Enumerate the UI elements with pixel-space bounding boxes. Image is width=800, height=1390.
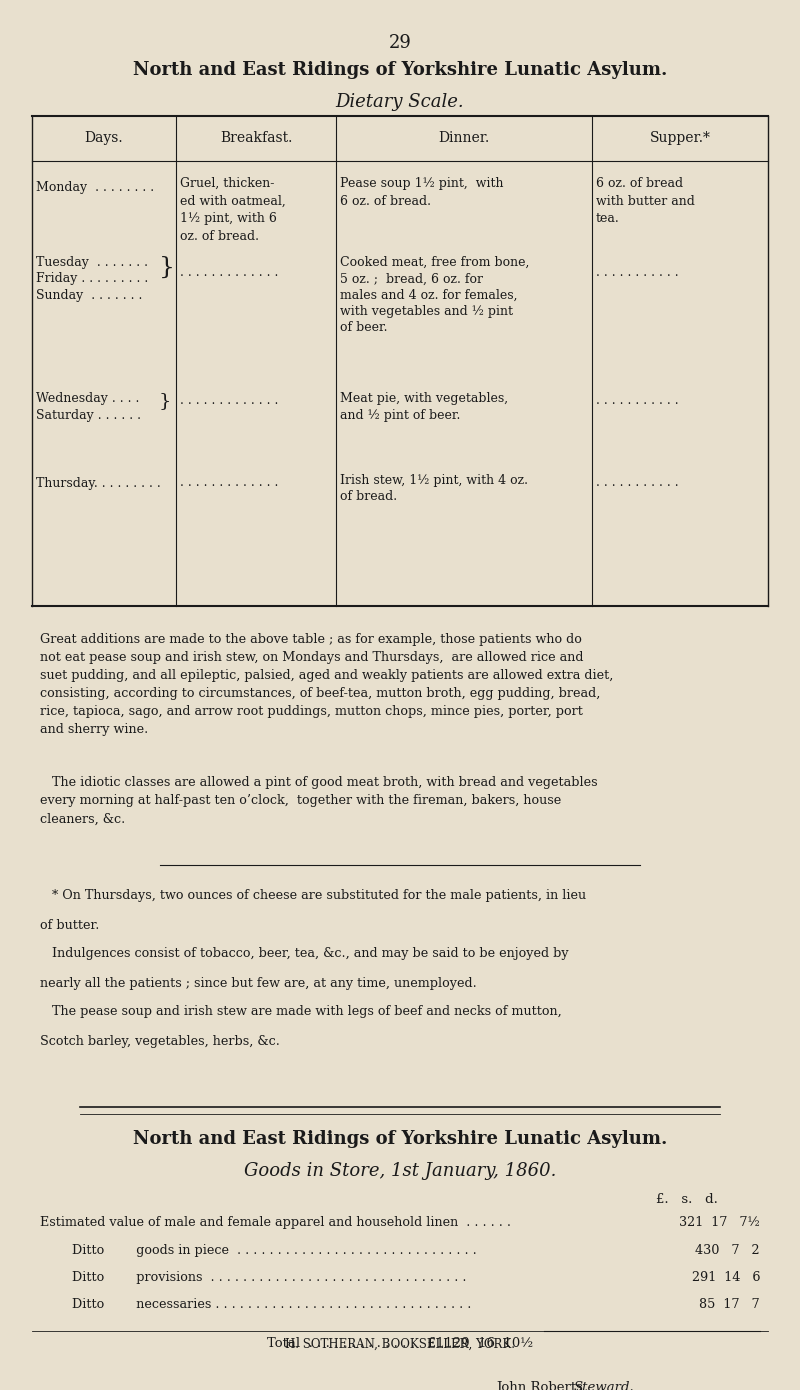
Text: North and East Ridings of Yorkshire Lunatic Asylum.: North and East Ridings of Yorkshire Luna…: [133, 1130, 667, 1148]
Text: 6 oz. of bread.: 6 oz. of bread.: [340, 195, 431, 207]
Text: ed with oatmeal,: ed with oatmeal,: [180, 195, 286, 207]
Text: Goods in Store, 1st January, 1860.: Goods in Store, 1st January, 1860.: [244, 1162, 556, 1180]
Text: Friday . . . . . . . . .: Friday . . . . . . . . .: [36, 272, 148, 285]
Text: males and 4 oz. for females,: males and 4 oz. for females,: [340, 289, 518, 302]
Text: £.   s.   d.: £. s. d.: [656, 1193, 718, 1207]
Text: The pease soup and irish stew are made with legs of beef and necks of mutton,: The pease soup and irish stew are made w…: [40, 1005, 562, 1017]
Text: Steward.: Steward.: [574, 1382, 634, 1390]
Text: oz. of bread.: oz. of bread.: [180, 231, 259, 243]
Text: 321  17   7½: 321 17 7½: [679, 1216, 760, 1229]
Text: }: }: [158, 256, 174, 279]
Text: . . . . . . . . . . .: . . . . . . . . . . .: [596, 475, 678, 489]
Text: Dinner.: Dinner.: [438, 131, 490, 145]
Text: Tuesday  . . . . . . .: Tuesday . . . . . . .: [36, 256, 148, 270]
Text: tea.: tea.: [596, 213, 620, 225]
Text: Saturday . . . . . .: Saturday . . . . . .: [36, 409, 141, 421]
Text: John Roberts,: John Roberts,: [496, 1382, 591, 1390]
Text: 291  14   6: 291 14 6: [691, 1270, 760, 1284]
Text: with butter and: with butter and: [596, 195, 695, 207]
Text: Gruel, thicken-: Gruel, thicken-: [180, 177, 274, 190]
Text: Ditto        provisions  . . . . . . . . . . . . . . . . . . . . . . . . . . . .: Ditto provisions . . . . . . . . . . . .…: [40, 1270, 466, 1284]
Text: 85  17   7: 85 17 7: [691, 1298, 760, 1311]
Text: Sunday  . . . . . . .: Sunday . . . . . . .: [36, 289, 142, 302]
Text: Pease soup 1½ pint,  with: Pease soup 1½ pint, with: [340, 177, 503, 190]
Text: Supper.*: Supper.*: [650, 131, 710, 145]
Text: Breakfast.: Breakfast.: [220, 131, 292, 145]
Text: Thursday. . . . . . . . .: Thursday. . . . . . . . .: [36, 477, 161, 489]
Text: Monday  . . . . . . . .: Monday . . . . . . . .: [36, 181, 154, 195]
Text: Dietary Scale.: Dietary Scale.: [336, 93, 464, 111]
Text: Ditto        goods in piece  . . . . . . . . . . . . . . . . . . . . . . . . . .: Ditto goods in piece . . . . . . . . . .…: [40, 1244, 477, 1257]
Text: Meat pie, with vegetables,: Meat pie, with vegetables,: [340, 392, 508, 406]
Text: Ditto        necessaries . . . . . . . . . . . . . . . . . . . . . . . . . . . .: Ditto necessaries . . . . . . . . . . . …: [40, 1298, 471, 1311]
Text: Scotch barley, vegetables, herbs, &c.: Scotch barley, vegetables, herbs, &c.: [40, 1036, 280, 1048]
Text: The idiotic classes are allowed a pint of good meat broth, with bread and vegeta: The idiotic classes are allowed a pint o…: [40, 777, 598, 826]
Text: . . . . . . . . . . . . .: . . . . . . . . . . . . .: [180, 393, 278, 407]
Text: of butter.: of butter.: [40, 919, 99, 933]
Text: 430   7   2: 430 7 2: [695, 1244, 760, 1257]
Text: 6 oz. of bread: 6 oz. of bread: [596, 177, 683, 190]
Text: Wednesday . . . .: Wednesday . . . .: [36, 392, 139, 406]
Text: 1½ pint, with 6: 1½ pint, with 6: [180, 213, 277, 225]
Text: Irish stew, 1½ pint, with 4 oz.: Irish stew, 1½ pint, with 4 oz.: [340, 474, 528, 486]
Text: }: }: [158, 392, 170, 410]
Text: 5 oz. ;  bread, 6 oz. for: 5 oz. ; bread, 6 oz. for: [340, 272, 483, 285]
Text: Indulgences consist of tobacco, beer, tea, &c., and may be said to be enjoyed by: Indulgences consist of tobacco, beer, te…: [40, 947, 569, 959]
Text: . . . . . . . . . . . . .: . . . . . . . . . . . . .: [180, 475, 278, 489]
Text: . . . . . . . . . . .: . . . . . . . . . . .: [596, 393, 678, 407]
Text: . . . . . . . . . . . . .: . . . . . . . . . . . . .: [180, 265, 278, 279]
Text: nearly all the patients ; since but few are, at any time, unemployed.: nearly all the patients ; since but few …: [40, 977, 477, 990]
Text: Cooked meat, free from bone,: Cooked meat, free from bone,: [340, 256, 530, 270]
Text: Great additions are made to the above table ; as for example, those patients who: Great additions are made to the above ta…: [40, 634, 614, 737]
Text: of bread.: of bread.: [340, 491, 397, 503]
Text: H. SOTHERAN, BOOKSELLER, YORK.: H. SOTHERAN, BOOKSELLER, YORK.: [285, 1337, 515, 1351]
Text: Estimated value of male and female apparel and household linen  . . . . . .: Estimated value of male and female appar…: [40, 1216, 511, 1229]
Text: . . . . . . . . . . .: . . . . . . . . . . .: [596, 265, 678, 279]
Text: and ½ pint of beer.: and ½ pint of beer.: [340, 409, 460, 421]
Text: Total  . . . . . . . . . . . . .   £1129  16  10½: Total . . . . . . . . . . . . . £1129 16…: [267, 1337, 533, 1351]
Text: * On Thursdays, two ounces of cheese are substituted for the male patients, in l: * On Thursdays, two ounces of cheese are…: [40, 890, 586, 902]
Text: with vegetables and ½ pint: with vegetables and ½ pint: [340, 304, 513, 318]
Text: Days.: Days.: [85, 131, 123, 145]
Text: of beer.: of beer.: [340, 321, 387, 335]
Text: 29: 29: [389, 33, 411, 51]
Text: North and East Ridings of Yorkshire Lunatic Asylum.: North and East Ridings of Yorkshire Luna…: [133, 61, 667, 79]
